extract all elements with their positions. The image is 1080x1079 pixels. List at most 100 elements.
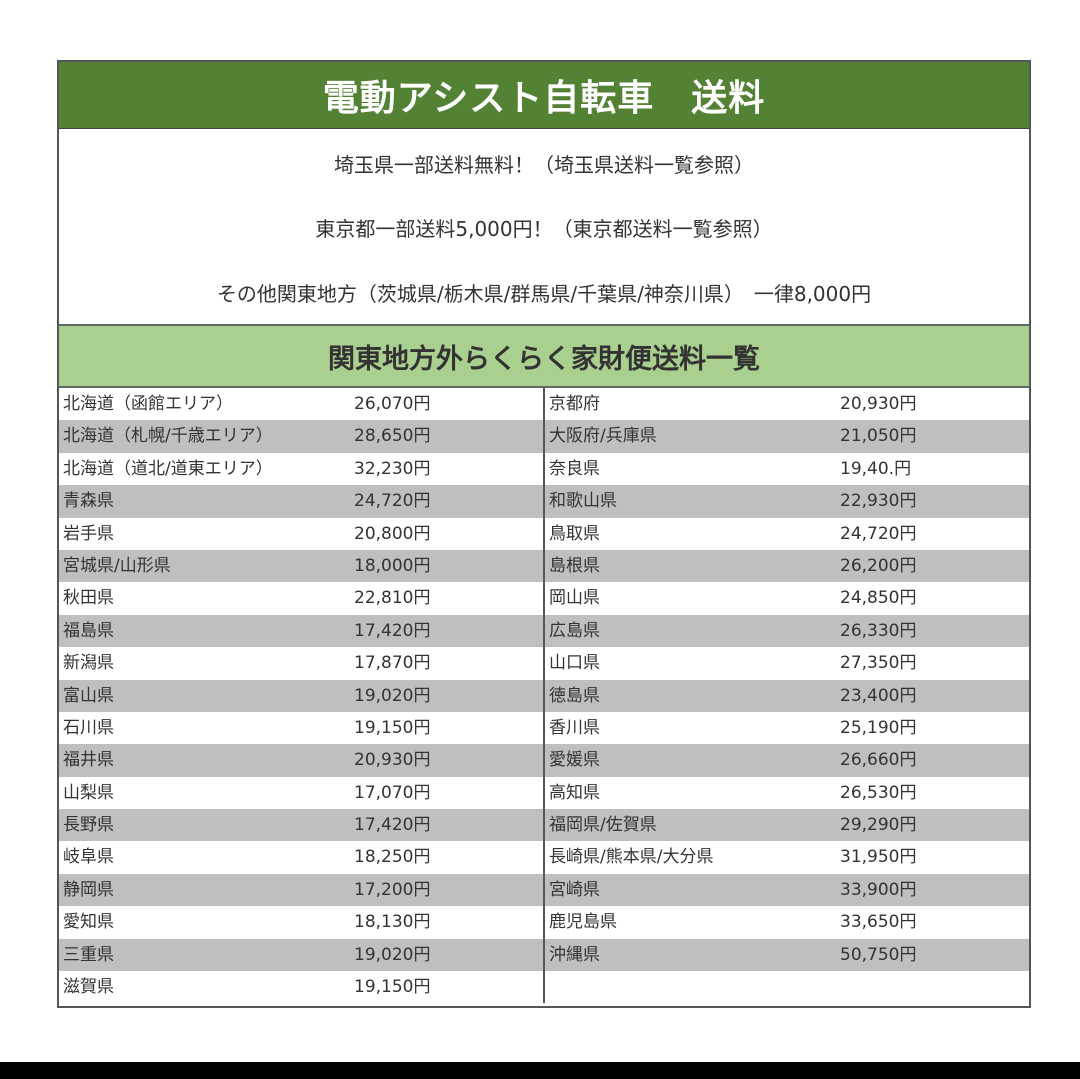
shipping-price: 19,40.円 [840, 458, 912, 479]
shipping-price: 24,720円 [840, 523, 917, 544]
region-name: 香川県 [549, 717, 600, 738]
region-name: 奈良県 [549, 458, 600, 479]
shipping-price: 28,650円 [354, 426, 431, 447]
info-kanto-other: その他関東地方（茨城県/栃木県/群馬県/千葉県/神奈川県） 一律8,000円 [216, 282, 872, 306]
shipping-price: 17,870円 [354, 653, 431, 674]
region-name: 大阪府/兵庫県 [549, 426, 657, 447]
table-row: 愛媛県 26,660円 [545, 744, 1029, 777]
info-section: 埼玉県一部送料無料！（埼玉県送料一覧参照） 東京都一部送料5,000円！（東京都… [59, 129, 1029, 324]
shipping-price: 50,750円 [840, 944, 917, 965]
shipping-price: 20,930円 [354, 750, 431, 771]
table-row: 奈良県 19,40.円 [545, 453, 1029, 485]
region-name: 島根県 [549, 555, 600, 576]
table-row: 長崎県/熊本県/大分県 31,950円 [545, 841, 1029, 873]
shipping-fee-sheet: 電動アシスト自転車 送料 埼玉県一部送料無料！（埼玉県送料一覧参照） 東京都一部… [57, 60, 1031, 1008]
table-row: 富山県 19,020円 [59, 679, 543, 712]
shipping-price: 20,800円 [354, 523, 431, 544]
region-name: 北海道（函館エリア） [63, 394, 233, 414]
shipping-price: 26,200円 [840, 555, 917, 576]
table-row: 山梨県 17,070円 [59, 777, 543, 809]
shipping-price: 23,400円 [840, 685, 917, 706]
shipping-price: 19,020円 [354, 685, 431, 706]
table-row: 長野県 17,420円 [59, 809, 543, 842]
fee-table: 北海道（函館エリア） 26,070円 北海道（札幌/千歳エリア） 28,650円 北海道… [59, 388, 1029, 1004]
region-name: 福井県 [63, 750, 114, 771]
region-name: 鹿児島県 [549, 912, 617, 933]
shipping-price: 26,330円 [840, 620, 917, 641]
table-row: 鹿児島県 33,650円 [545, 906, 1029, 938]
table-row: 新潟県 17,870円 [59, 647, 543, 679]
shipping-price: 22,810円 [354, 588, 431, 609]
table-row: 岐阜県 18,250円 [59, 841, 543, 873]
shipping-price: 27,350円 [840, 653, 917, 674]
region-name: 徳島県 [549, 685, 600, 706]
shipping-price: 18,000円 [354, 555, 431, 576]
shipping-price: 26,530円 [840, 782, 917, 803]
region-name: 新潟県 [63, 653, 114, 674]
shipping-price: 21,050円 [840, 426, 917, 447]
region-name: 広島県 [549, 620, 600, 641]
shipping-price: 18,250円 [354, 847, 431, 868]
region-name: 宮崎県 [549, 879, 600, 900]
table-row: 石川県 19,150円 [59, 712, 543, 744]
region-name: 福岡県/佐賀県 [549, 815, 657, 836]
table-row: 青森県 24,720円 [59, 485, 543, 518]
region-name: 山梨県 [63, 782, 114, 803]
shipping-price: 17,070円 [354, 782, 431, 803]
shipping-price: 20,930円 [840, 394, 917, 414]
table-row: 高知県 26,530円 [545, 777, 1029, 809]
info-tokyo: 東京都一部送料5,000円！（東京都送料一覧参照） [315, 217, 773, 241]
info-saitama: 埼玉県一部送料無料！（埼玉県送料一覧参照） [334, 153, 754, 177]
region-name: 愛知県 [63, 912, 114, 933]
right-column: 京都府 20,930円大阪府/兵庫県 21,050円奈良県 19,40.円和歌山県 22… [545, 388, 1029, 1003]
region-name: 石川県 [63, 717, 114, 738]
region-name: 京都府 [549, 394, 600, 414]
shipping-price: 33,900円 [840, 879, 917, 900]
region-name: 山口県 [549, 653, 600, 674]
region-name: 静岡県 [63, 879, 114, 900]
region-name: 沖縄県 [549, 944, 600, 965]
table-row: 香川県 25,190円 [545, 712, 1029, 744]
table-row: 徳島県 23,400円 [545, 679, 1029, 712]
region-name: 青森県 [63, 491, 114, 512]
shipping-price: 31,950円 [840, 847, 917, 868]
table-row: 北海道（函館エリア） 26,070円 [59, 388, 543, 420]
left-column: 北海道（函館エリア） 26,070円 北海道（札幌/千歳エリア） 28,650円 北海道… [59, 388, 545, 1004]
bottom-bar [0, 1062, 1080, 1079]
table-row: 広島県 26,330円 [545, 614, 1029, 648]
region-name: 長崎県/熊本県/大分県 [549, 847, 714, 868]
table-row: 沖縄県 50,750円 [545, 938, 1029, 972]
region-name: 岩手県 [63, 523, 114, 544]
region-name: 滋賀県 [63, 977, 114, 998]
table-row: 鳥取県 24,720円 [545, 518, 1029, 550]
table-row: 福井県 20,930円 [59, 744, 543, 777]
shipping-price: 19,150円 [354, 717, 431, 738]
shipping-price: 17,420円 [354, 620, 431, 641]
shipping-price: 26,070円 [354, 394, 431, 414]
table-row [545, 971, 1029, 1003]
sheet-title: 電動アシスト自転車 送料 [59, 62, 1029, 129]
shipping-price: 19,150円 [354, 977, 431, 998]
region-name: 高知県 [549, 782, 600, 803]
table-row: 宮城県/山形県 18,000円 [59, 549, 543, 583]
shipping-price: 24,850円 [840, 588, 917, 609]
shipping-price: 17,200円 [354, 879, 431, 900]
table-row: 岡山県 24,850円 [545, 582, 1029, 614]
shipping-price: 24,720円 [354, 491, 431, 512]
table-row: 和歌山県 22,930円 [545, 485, 1029, 518]
shipping-price: 19,020円 [354, 944, 431, 965]
region-name: 北海道（札幌/千歳エリア） [63, 426, 273, 447]
region-name: 富山県 [63, 685, 114, 706]
region-name: 北海道（道北/道東エリア） [63, 458, 273, 479]
shipping-price: 26,660円 [840, 750, 917, 771]
table-row: 岩手県 20,800円 [59, 518, 543, 550]
shipping-price: 18,130円 [354, 912, 431, 933]
table-row: 愛知県 18,130円 [59, 906, 543, 938]
region-name: 愛媛県 [549, 750, 600, 771]
table-row: 北海道（札幌/千歳エリア） 28,650円 [59, 420, 543, 453]
region-name: 三重県 [63, 944, 114, 965]
table-row: 島根県 26,200円 [545, 549, 1029, 583]
shipping-price: 17,420円 [354, 815, 431, 836]
table-row: 滋賀県 19,150円 [59, 971, 543, 1003]
table-row: 静岡県 17,200円 [59, 873, 543, 907]
